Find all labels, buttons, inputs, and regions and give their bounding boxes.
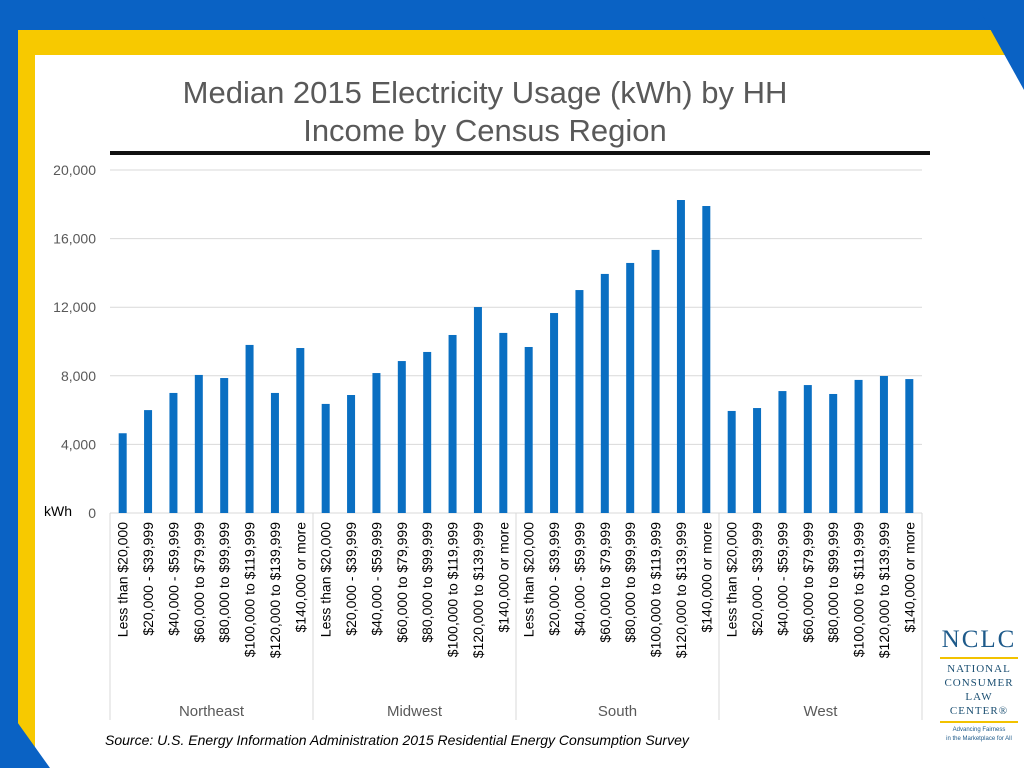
logo-divider [940, 721, 1018, 723]
logo-name-line: CENTER® [949, 705, 1009, 717]
bar-northeast-6 [245, 344, 254, 513]
x-tick-label: $20,000 - $39,999 [140, 522, 156, 636]
frame-corner [974, 0, 1024, 90]
x-tick-label: $120,000 to $139,999 [876, 522, 892, 658]
frame-corner-bottom [0, 698, 50, 768]
bar-south-1 [524, 346, 533, 513]
logo-name-line: LAW [965, 691, 993, 703]
bar-northeast-7 [270, 392, 279, 513]
x-tick-label: $140,000 or more [292, 522, 308, 633]
x-tick-label: $20,000 - $39,999 [343, 522, 359, 636]
y-tick-label: 4,000 [61, 436, 96, 452]
x-tick-label: $80,000 to $99,999 [622, 522, 638, 643]
y-tick-label: 8,000 [61, 368, 96, 384]
chart-title: Median 2015 Electricity Usage (kWh) by H… [110, 74, 860, 150]
logo-acronym: NCLC [941, 626, 1017, 653]
x-tick-label: $40,000 - $59,999 [774, 522, 790, 636]
bar-midwest-4 [397, 361, 406, 513]
bar-midwest-2 [347, 395, 356, 513]
bar-west-7 [879, 375, 888, 513]
bar-west-5 [829, 393, 838, 513]
bar-south-6 [651, 249, 660, 513]
bar-midwest-3 [372, 373, 381, 513]
x-tick-label: $80,000 to $99,999 [419, 522, 435, 643]
bar-west-1 [727, 410, 736, 513]
title-rule [110, 151, 930, 155]
logo-tagline: in the Marketplace for All [946, 736, 1012, 742]
group-label: Midwest [387, 703, 443, 720]
logo-tagline: Advancing Fairness [952, 727, 1006, 733]
group-label: South [598, 703, 637, 720]
y-tick-label: 16,000 [53, 231, 96, 247]
x-tick-label: $140,000 or more [698, 522, 714, 633]
bar-west-4 [803, 385, 812, 513]
x-tick-label: $60,000 to $79,999 [394, 522, 410, 643]
bar-south-8 [702, 206, 711, 513]
x-tick-label: $100,000 to $119,999 [648, 522, 664, 657]
bar-midwest-1 [321, 403, 330, 513]
bar-midwest-5 [423, 351, 432, 513]
x-tick-label: $80,000 to $99,999 [825, 522, 841, 643]
title-line-1: Median 2015 Electricity Usage (kWh) by H… [182, 75, 788, 110]
logo-divider [940, 657, 1018, 659]
bar-midwest-6 [448, 334, 457, 513]
x-tick-label: $80,000 to $99,999 [216, 522, 232, 643]
bar-northeast-2 [144, 410, 153, 513]
y-tick-label: 0 [88, 505, 96, 521]
x-tick-label: $40,000 - $59,999 [571, 522, 587, 636]
x-tick-label: $40,000 - $59,999 [165, 522, 181, 636]
x-tick-label: $100,000 to $119,999 [851, 522, 867, 657]
logo-name-line: CONSUMER [944, 677, 1014, 689]
x-tick-label: $140,000 or more [901, 522, 917, 633]
x-tick-label: $120,000 to $139,999 [673, 522, 689, 658]
bar-west-8 [905, 379, 914, 513]
x-tick-label: $60,000 to $79,999 [800, 522, 816, 643]
bar-northeast-1 [118, 433, 127, 513]
bar-south-2 [550, 313, 559, 513]
x-tick-label: Less than $20,000 [318, 522, 334, 637]
bar-west-3 [778, 391, 787, 513]
bar-northeast-8 [296, 348, 305, 513]
group-label: Northeast [179, 703, 245, 720]
x-tick-label: $140,000 or more [495, 522, 511, 633]
bar-south-7 [676, 200, 685, 513]
x-tick-label: Less than $20,000 [724, 522, 740, 637]
x-tick-label: $120,000 to $139,999 [470, 522, 486, 658]
source-note: Source: U.S. Energy Information Administ… [105, 732, 689, 748]
x-tick-label: $60,000 to $79,999 [191, 522, 207, 643]
bar-south-5 [626, 262, 635, 513]
bar-northeast-3 [169, 392, 178, 513]
bar-northeast-4 [194, 374, 203, 513]
x-tick-label: $40,000 - $59,999 [368, 522, 384, 636]
nclc-logo: NCLC NATIONAL CONSUMER LAW CENTER® Advan… [938, 626, 1020, 744]
y-axis-label: kWh [44, 503, 72, 519]
group-label: West [804, 703, 839, 720]
title-line-2: Income by Census Region [303, 113, 667, 148]
bar-northeast-5 [220, 378, 229, 513]
y-tick-label: 12,000 [53, 299, 96, 315]
x-tick-label: Less than $20,000 [521, 522, 537, 637]
bar-midwest-8 [499, 332, 508, 513]
x-tick-label: $20,000 - $39,999 [546, 522, 562, 636]
bar-south-4 [600, 273, 609, 513]
y-tick-label: 20,000 [53, 162, 96, 178]
bar-south-3 [575, 290, 584, 513]
x-tick-label: $100,000 to $119,999 [242, 522, 258, 657]
bar-midwest-7 [473, 307, 482, 513]
bar-west-2 [753, 408, 762, 513]
logo-name-line: NATIONAL [947, 663, 1011, 675]
bar-west-6 [854, 379, 863, 513]
x-tick-label: $60,000 to $79,999 [597, 522, 613, 643]
x-tick-label: $100,000 to $119,999 [445, 522, 461, 657]
x-tick-label: $20,000 - $39,999 [749, 522, 765, 636]
x-tick-label: $120,000 to $139,999 [267, 522, 283, 658]
x-tick-label: Less than $20,000 [115, 522, 131, 637]
